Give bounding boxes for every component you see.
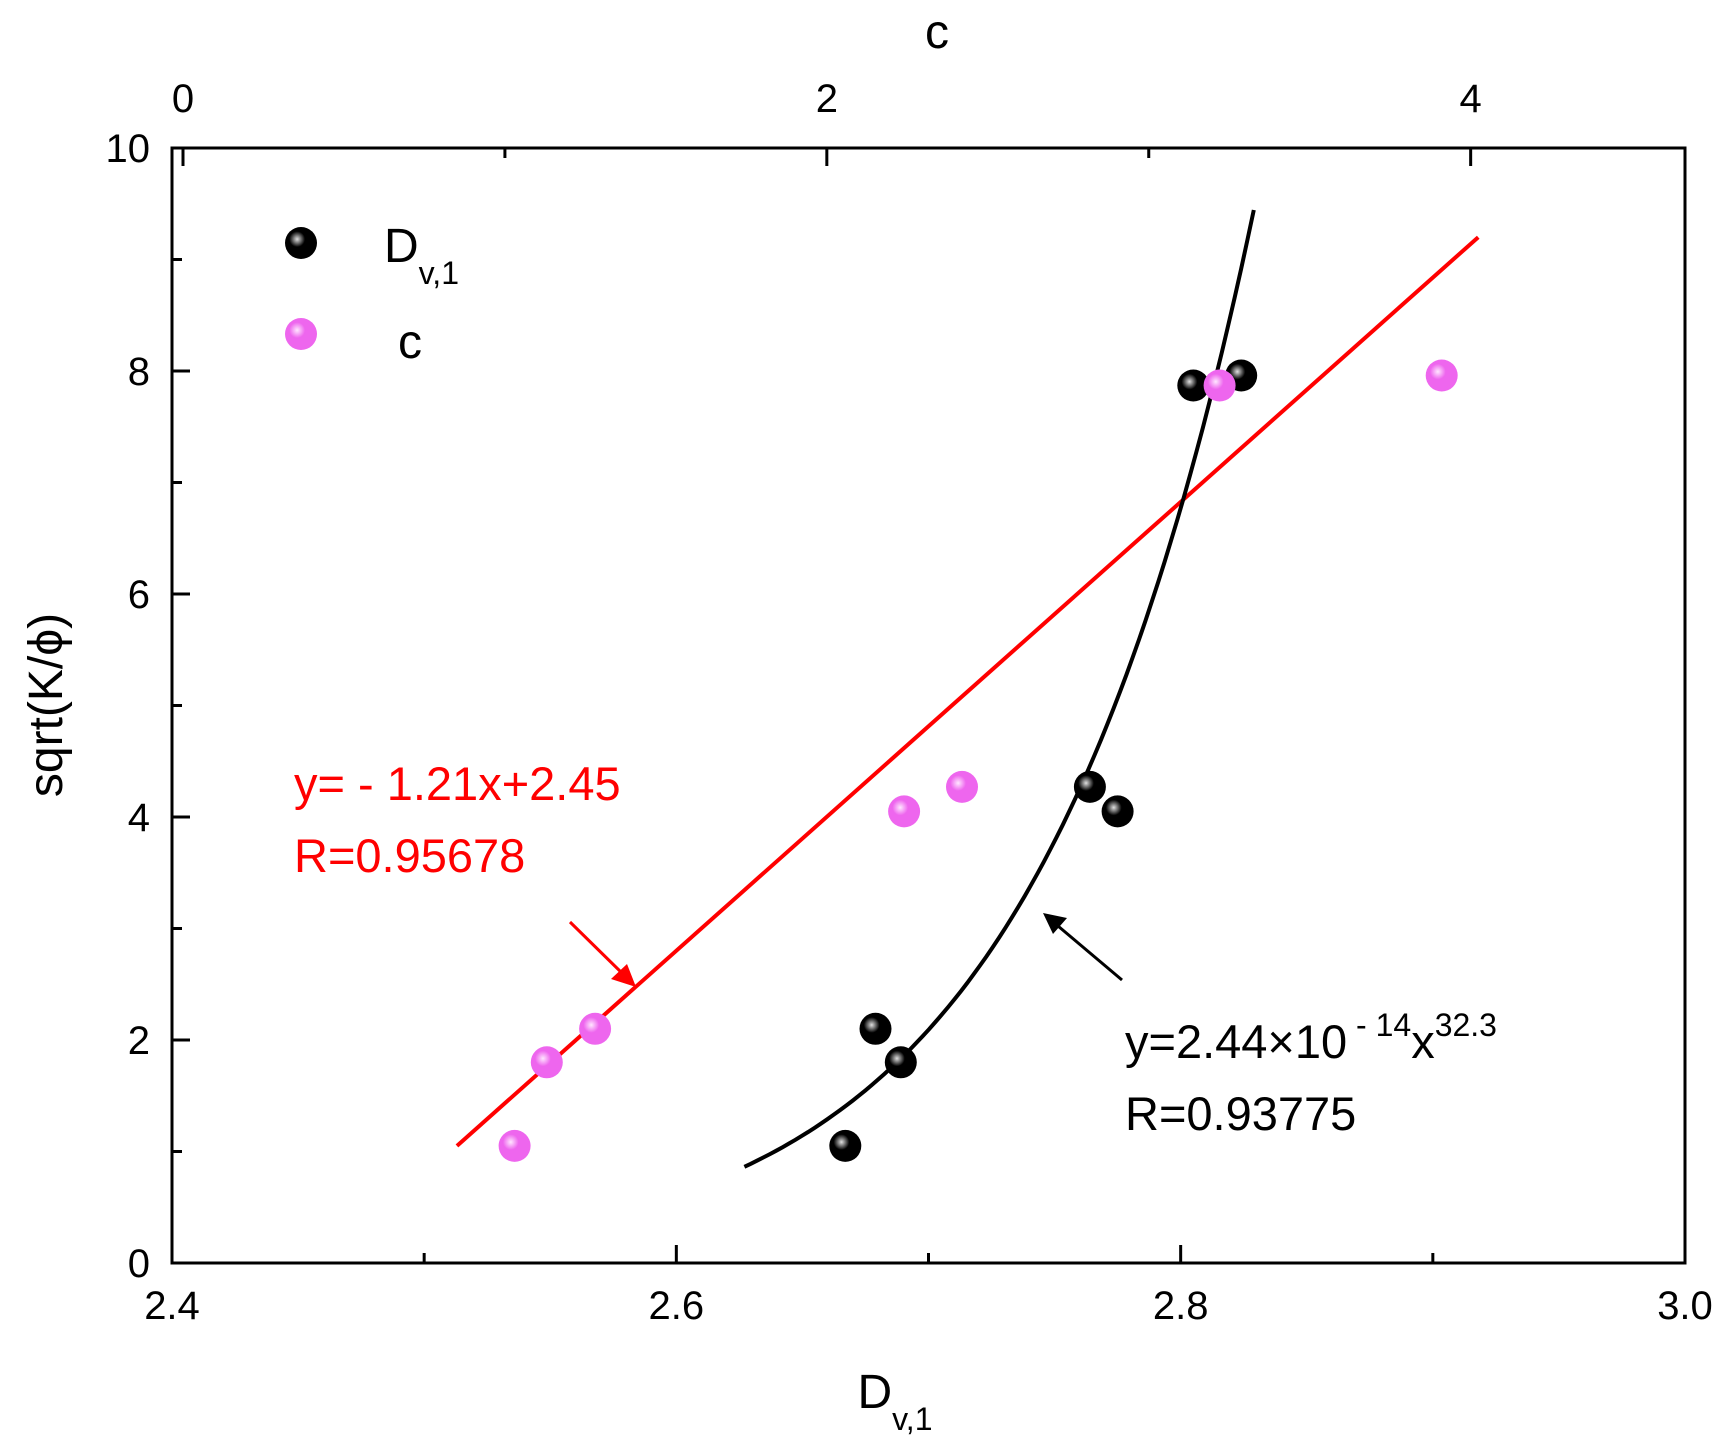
black-fit-arrow [1043, 913, 1123, 982]
data-points [498, 359, 1458, 1162]
y-tick-label: 6 [128, 573, 150, 617]
y-tick-label: 0 [128, 1242, 150, 1286]
red-fit-equation: y= - 1.21x+2.45 [294, 757, 621, 810]
x-top-axis-title: c [925, 6, 949, 59]
x-top-tick-label: 0 [172, 77, 194, 121]
black-fit-equation: y=2.44×10 - 14x32.3 [1125, 1007, 1497, 1068]
black-fit-exp1: - 14 [1347, 1007, 1411, 1043]
x-top-tick-label: 2 [816, 77, 838, 121]
y-tick-label: 8 [128, 350, 150, 394]
legend-label-dv1-subscript: v,1 [419, 255, 459, 291]
legend: Dv,1 c [285, 220, 459, 369]
point-dv1 [1073, 770, 1106, 803]
red-fit-r-value: R=0.95678 [294, 829, 525, 882]
x-bottom-tick-label: 2.8 [1153, 1284, 1209, 1328]
legend-label-dv1: Dv,1 [384, 220, 459, 291]
red-fit-arrow [568, 920, 636, 987]
linear-fit-line [455, 235, 1480, 1148]
x-bottom-tick-label: 3.0 [1657, 1284, 1713, 1328]
x-top-tick-label: 4 [1460, 77, 1482, 121]
point-dv1 [884, 1046, 917, 1079]
x-bottom-tick-label: 2.4 [144, 1284, 200, 1328]
y-tick-label: 10 [106, 127, 151, 171]
point-c [946, 770, 978, 803]
point-c [888, 795, 921, 828]
point-c [1425, 359, 1458, 392]
point-c [579, 1012, 612, 1045]
point-c [498, 1129, 531, 1162]
x-bottom-axis-title: Dv,1 [858, 1366, 933, 1437]
point-dv1 [859, 1012, 892, 1045]
axis-tick-labels: 2.4 2.6 2.8 3.0 0 2 4 0 2 4 6 8 10 [106, 77, 1713, 1328]
y-axis-title: sqrt(K/ϕ) [20, 613, 73, 797]
point-dv1 [1101, 795, 1134, 828]
legend-marker-dv1 [285, 227, 317, 259]
x-bottom-tick-label: 2.6 [649, 1284, 705, 1328]
legend-label-c: c [398, 316, 422, 369]
y-tick-label: 4 [128, 796, 150, 840]
x-bottom-axis-title-subscript: v,1 [892, 1401, 932, 1437]
power-fit-curve [743, 209, 1256, 1169]
fit-lines [455, 209, 1480, 1169]
y-tick-label: 2 [128, 1019, 150, 1063]
point-c [1203, 369, 1236, 402]
black-fit-r-value: R=0.93775 [1125, 1087, 1356, 1140]
black-fit-x: x [1411, 1015, 1435, 1068]
point-c [530, 1046, 563, 1079]
axis-ticks [170, 146, 1687, 1265]
point-dv1 [829, 1129, 862, 1162]
point-dv1 [1177, 369, 1210, 402]
black-fit-exp2: 32.3 [1435, 1007, 1497, 1043]
legend-marker-c [285, 318, 317, 350]
